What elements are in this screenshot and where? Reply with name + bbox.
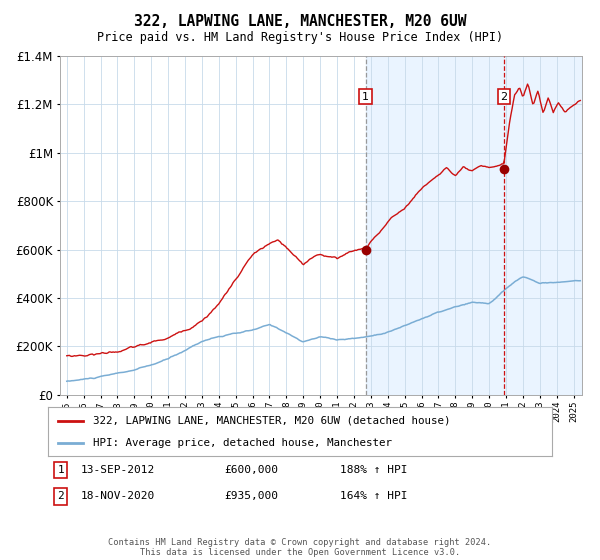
Text: Price paid vs. HM Land Registry's House Price Index (HPI): Price paid vs. HM Land Registry's House …: [97, 31, 503, 44]
Text: 2: 2: [500, 92, 508, 102]
Text: 1: 1: [362, 92, 369, 102]
Text: 164% ↑ HPI: 164% ↑ HPI: [340, 492, 408, 502]
Text: 188% ↑ HPI: 188% ↑ HPI: [340, 465, 408, 475]
Text: HPI: Average price, detached house, Manchester: HPI: Average price, detached house, Manc…: [94, 437, 392, 447]
Text: 322, LAPWING LANE, MANCHESTER, M20 6UW (detached house): 322, LAPWING LANE, MANCHESTER, M20 6UW (…: [94, 416, 451, 426]
Text: 18-NOV-2020: 18-NOV-2020: [81, 492, 155, 502]
Text: 322, LAPWING LANE, MANCHESTER, M20 6UW: 322, LAPWING LANE, MANCHESTER, M20 6UW: [134, 14, 466, 29]
Text: 2: 2: [57, 492, 64, 502]
Text: 1: 1: [57, 465, 64, 475]
Bar: [366, 56, 582, 395]
Text: £600,000: £600,000: [224, 465, 278, 475]
Text: 13-SEP-2012: 13-SEP-2012: [81, 465, 155, 475]
Text: £935,000: £935,000: [224, 492, 278, 502]
Text: Contains HM Land Registry data © Crown copyright and database right 2024.
This d: Contains HM Land Registry data © Crown c…: [109, 538, 491, 557]
